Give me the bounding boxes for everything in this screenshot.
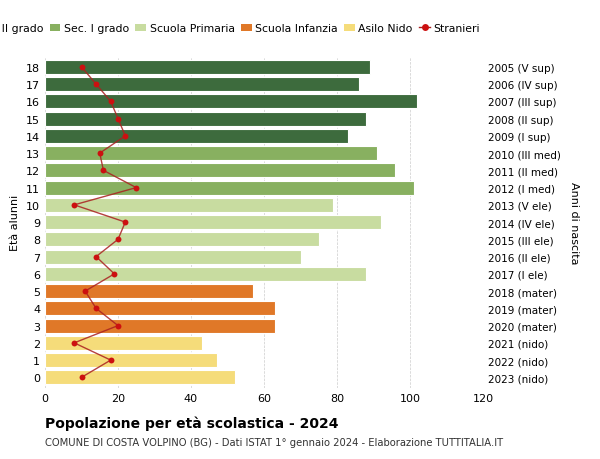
Point bbox=[131, 185, 141, 192]
Point bbox=[110, 270, 119, 278]
Point bbox=[106, 357, 116, 364]
Point bbox=[70, 202, 79, 209]
Bar bbox=[45, 181, 413, 195]
Y-axis label: Età alunni: Età alunni bbox=[10, 195, 20, 251]
Bar bbox=[45, 216, 381, 230]
Bar bbox=[45, 112, 366, 126]
Point bbox=[70, 340, 79, 347]
Point bbox=[113, 116, 123, 123]
Point bbox=[91, 81, 101, 89]
Point bbox=[91, 305, 101, 312]
Point bbox=[98, 168, 108, 175]
Point bbox=[121, 219, 130, 226]
Bar bbox=[45, 61, 370, 75]
Text: COMUNE DI COSTA VOLPINO (BG) - Dati ISTAT 1° gennaio 2024 - Elaborazione TUTTITA: COMUNE DI COSTA VOLPINO (BG) - Dati ISTA… bbox=[45, 437, 503, 447]
Bar bbox=[45, 285, 253, 298]
Bar bbox=[45, 78, 359, 92]
Point bbox=[121, 133, 130, 140]
Bar bbox=[45, 129, 348, 144]
Bar bbox=[45, 164, 395, 178]
Bar bbox=[45, 233, 319, 247]
Point bbox=[113, 236, 123, 243]
Point bbox=[91, 253, 101, 261]
Bar bbox=[45, 267, 366, 281]
Bar bbox=[45, 147, 377, 161]
Bar bbox=[45, 302, 275, 316]
Point bbox=[80, 288, 90, 295]
Bar bbox=[45, 319, 275, 333]
Text: Popolazione per età scolastica - 2024: Popolazione per età scolastica - 2024 bbox=[45, 415, 338, 430]
Legend: Sec. II grado, Sec. I grado, Scuola Primaria, Scuola Infanzia, Asilo Nido, Stran: Sec. II grado, Sec. I grado, Scuola Prim… bbox=[0, 20, 484, 39]
Bar bbox=[45, 370, 235, 385]
Y-axis label: Anni di nascita: Anni di nascita bbox=[569, 181, 579, 264]
Bar bbox=[45, 198, 334, 213]
Point bbox=[113, 322, 123, 330]
Point bbox=[95, 150, 104, 157]
Point bbox=[77, 374, 86, 381]
Bar bbox=[45, 250, 301, 264]
Point bbox=[106, 99, 116, 106]
Bar bbox=[45, 353, 217, 367]
Bar bbox=[45, 95, 418, 109]
Point bbox=[77, 64, 86, 71]
Bar bbox=[45, 336, 202, 350]
